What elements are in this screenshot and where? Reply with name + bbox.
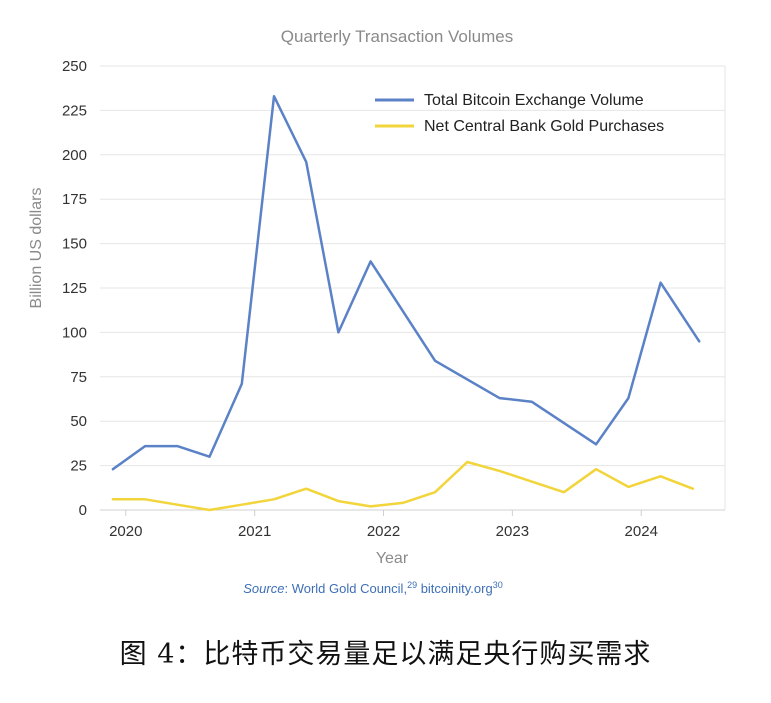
y-tick-label: 125 (62, 280, 87, 297)
figure-caption: 图 4：比特币交易量足以满足央行购买需求 (119, 639, 652, 670)
source-prefix: Source (243, 581, 284, 596)
x-tick-label: 2023 (496, 523, 529, 540)
y-tick-label: 75 (70, 369, 87, 386)
chart-source: Source: World Gold Council,29 bitcoinity… (243, 580, 502, 596)
y-tick-label: 50 (70, 413, 87, 430)
y-axis-label: Billion US dollars (28, 188, 45, 309)
y-tick-label: 150 (62, 236, 87, 253)
gridlines (100, 65, 726, 511)
source-text: : World Gold Council, (284, 581, 407, 596)
series-lines (111, 94, 701, 512)
y-tick-label: 225 (62, 102, 87, 119)
y-tick-label: 0 (79, 502, 87, 519)
y-tick-label: 250 (62, 58, 87, 75)
x-tick-label: 2020 (109, 523, 142, 540)
source-ref-1: 29 (407, 580, 417, 590)
legend: Total Bitcoin Exchange Volume Net Centra… (375, 92, 664, 135)
legend-label-bitcoin: Total Bitcoin Exchange Volume (424, 92, 644, 109)
x-tick-label: 2021 (238, 523, 271, 540)
chart-title: Quarterly Transaction Volumes (281, 27, 513, 46)
series-line-bitcoin (111, 94, 701, 471)
y-tick-label: 200 (62, 147, 87, 164)
series-line-gold (111, 460, 695, 512)
y-tick-label: 175 (62, 191, 87, 208)
y-tick-labels: 0 25 50 75 100 125 150 175 200 225 250 (62, 58, 87, 519)
x-tick-labels: 2020 2021 2022 2023 2024 (109, 510, 658, 540)
x-axis-label: Year (376, 550, 409, 567)
x-tick-label: 2024 (625, 523, 658, 540)
y-tick-label: 25 (70, 458, 87, 475)
source-text-2: bitcoinity.org (417, 581, 493, 596)
source-ref-2: 30 (493, 580, 503, 590)
legend-label-gold: Net Central Bank Gold Purchases (424, 118, 664, 135)
y-tick-label: 100 (62, 324, 87, 341)
chart: Quarterly Transaction Volumes 0 25 50 75 100… (28, 27, 726, 596)
x-tick-label: 2022 (367, 523, 400, 540)
